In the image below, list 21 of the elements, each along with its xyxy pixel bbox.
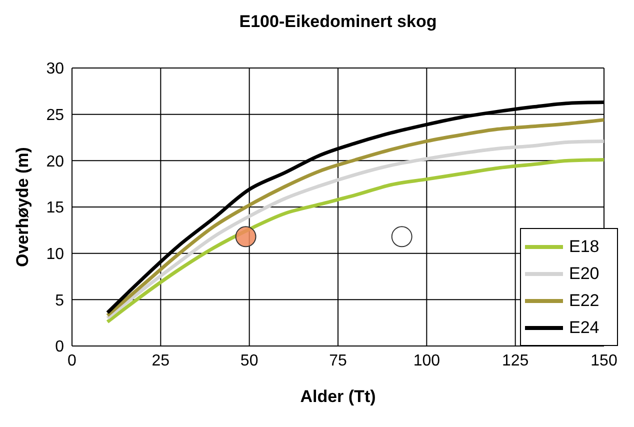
x-tick-label: 0 xyxy=(68,352,77,370)
y-tick-label: 20 xyxy=(46,153,64,170)
x-tick-label: 150 xyxy=(590,352,618,370)
y-axis-title: Overhøyde (m) xyxy=(13,147,32,267)
x-axis-title: Alder (Tt) xyxy=(300,387,376,406)
y-tick-label: 0 xyxy=(55,338,64,356)
y-tick-label: 10 xyxy=(46,246,64,264)
x-tick-label: 75 xyxy=(329,352,347,370)
legend-label: E22 xyxy=(569,290,600,310)
x-tick-label: 25 xyxy=(152,352,170,370)
y-tick-label: 15 xyxy=(46,200,64,217)
y-tick-label: 30 xyxy=(46,60,64,78)
x-tick-label: 125 xyxy=(502,352,529,370)
chart-title: E100-Eikedominert skog xyxy=(238,12,438,32)
x-tick-label: 50 xyxy=(240,352,258,370)
y-tick-label: 5 xyxy=(55,292,64,310)
y-tick-label: 25 xyxy=(46,107,64,124)
legend-label: E20 xyxy=(569,264,600,284)
x-tick-label: 100 xyxy=(413,352,440,370)
legend-label: E18 xyxy=(569,236,600,256)
legend-label: E24 xyxy=(569,318,600,338)
